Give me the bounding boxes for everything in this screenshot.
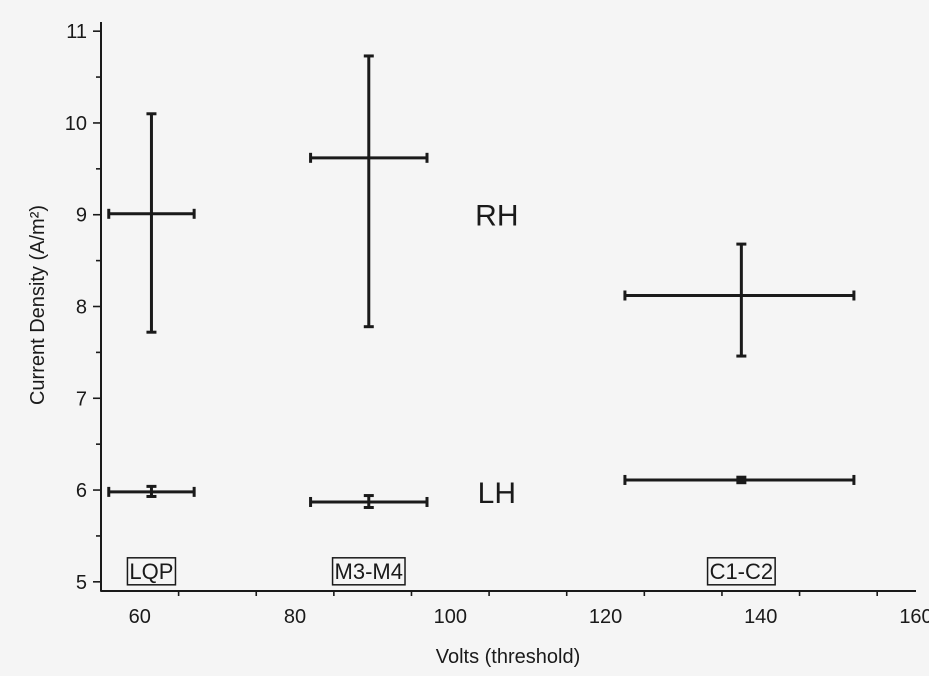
x-tick-label: 140 — [744, 606, 777, 628]
annotation-label: RH — [475, 200, 518, 233]
y-tick-label: 9 — [76, 205, 87, 227]
error-cross — [623, 474, 856, 485]
error-cross — [309, 54, 429, 329]
boxed-label: C1-C2 — [706, 557, 776, 586]
y-tick-label: 6 — [76, 480, 87, 502]
boxed-label: LQP — [126, 557, 177, 586]
boxed-label: M3-M4 — [331, 557, 406, 586]
tick-labels: 60 80 100 120 140 160 5 6 7 8 9 10 11 — [65, 21, 929, 628]
label-box — [706, 557, 776, 586]
x-tick-label: 80 — [284, 606, 306, 628]
y-tick-label: 7 — [76, 388, 87, 410]
label-text: M3-M4 — [335, 559, 403, 584]
annotations: RH LH LQP M3-M4 C1-C2 — [126, 200, 776, 586]
y-tick-label: 10 — [65, 113, 87, 135]
annotation-label: LH — [478, 477, 516, 510]
y-tick-label: 5 — [76, 572, 87, 594]
error-cross — [107, 484, 196, 498]
label-box — [331, 557, 406, 586]
error-cross — [309, 494, 429, 509]
y-tick-label: 11 — [66, 21, 87, 43]
label-text: LQP — [129, 559, 173, 584]
error-cross — [623, 242, 856, 358]
x-tick-label: 60 — [129, 606, 151, 628]
y-tick-label: 8 — [76, 297, 87, 319]
label-text: C1-C2 — [710, 559, 774, 584]
y-axis-title: Current Density (A/m²) — [27, 205, 49, 405]
ticks — [93, 30, 878, 596]
x-tick-label: 100 — [434, 606, 467, 628]
label-box — [126, 557, 177, 586]
error-bar-marks — [107, 54, 856, 509]
x-tick-label: 160 — [899, 606, 929, 628]
x-tick-label: 120 — [589, 606, 622, 628]
x-axis-title: Volts (threshold) — [436, 646, 581, 668]
error-cross — [107, 112, 196, 334]
